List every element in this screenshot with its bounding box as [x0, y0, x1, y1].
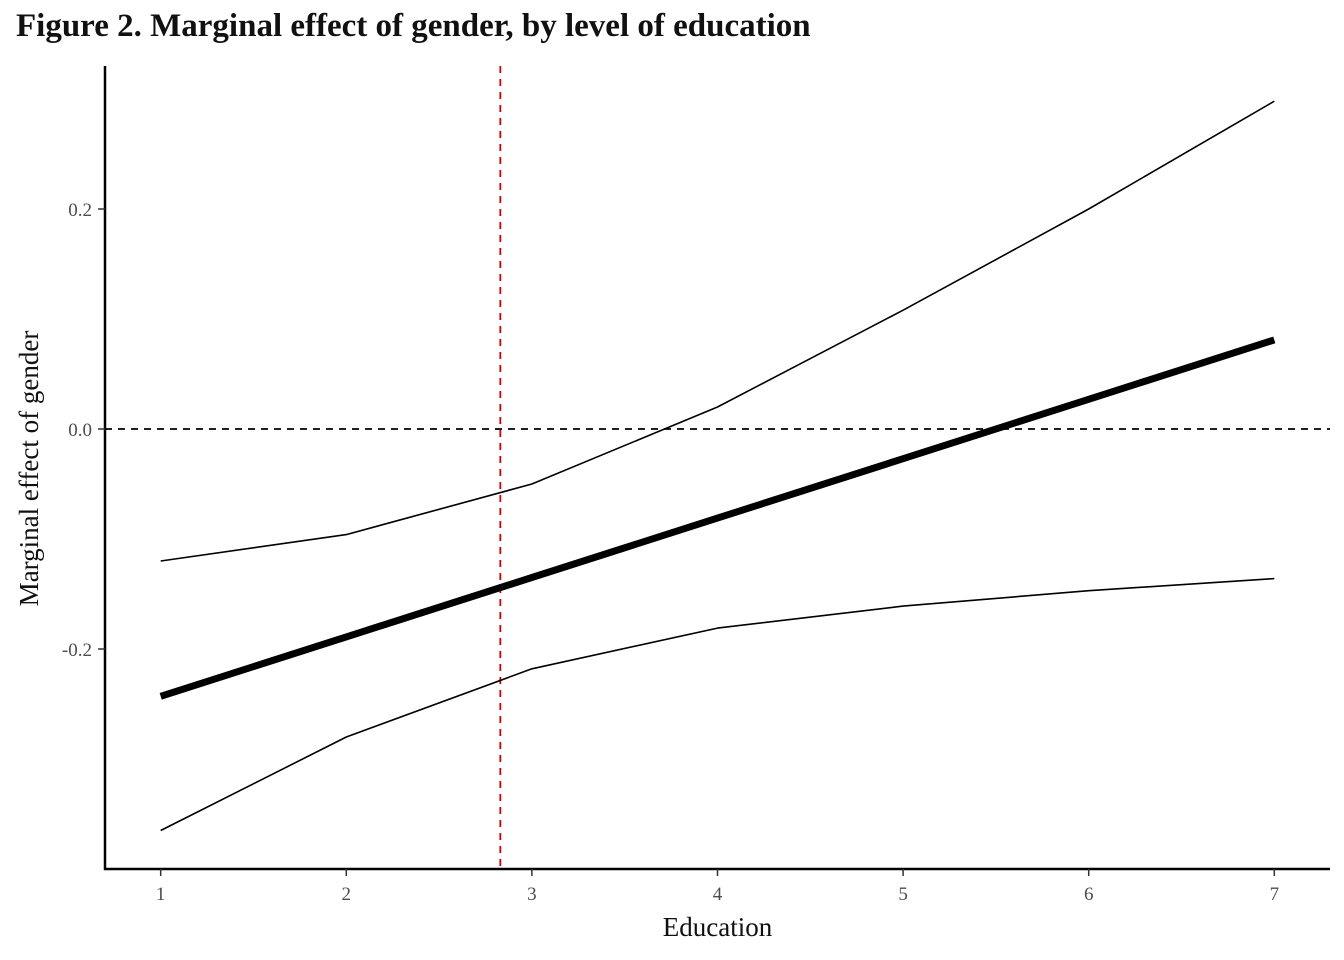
x-tick-label: 6: [1084, 884, 1094, 905]
series-lines: [159, 100, 1276, 832]
x-tick-label: 3: [527, 884, 537, 905]
chart-title: Figure 2. Marginal effect of gender, by …: [16, 8, 811, 44]
x-tick-label: 2: [342, 884, 352, 905]
upper-bound-line: [160, 100, 1275, 562]
x-axis-ticks: 1 2 3 4 5 6 7: [156, 869, 1279, 905]
x-tick-label: 4: [713, 884, 723, 905]
estimate-line: [159, 336, 1276, 700]
y-axis-title: Marginal effect of gender: [14, 331, 44, 607]
x-tick-label: 1: [156, 884, 166, 905]
y-tick-label: 0.0: [68, 420, 92, 441]
x-axis-title: Education: [663, 912, 773, 942]
y-tick-label: 0.2: [68, 200, 92, 221]
axes: [103, 66, 1330, 871]
x-tick-label: 5: [898, 884, 908, 905]
lower-bound-line: [160, 577, 1275, 832]
y-axis-ticks: -0.2 0.0 0.2: [62, 200, 105, 661]
y-tick-label: -0.2: [62, 640, 92, 661]
reference-lines: [105, 66, 1330, 869]
x-tick-label: 7: [1270, 884, 1280, 905]
